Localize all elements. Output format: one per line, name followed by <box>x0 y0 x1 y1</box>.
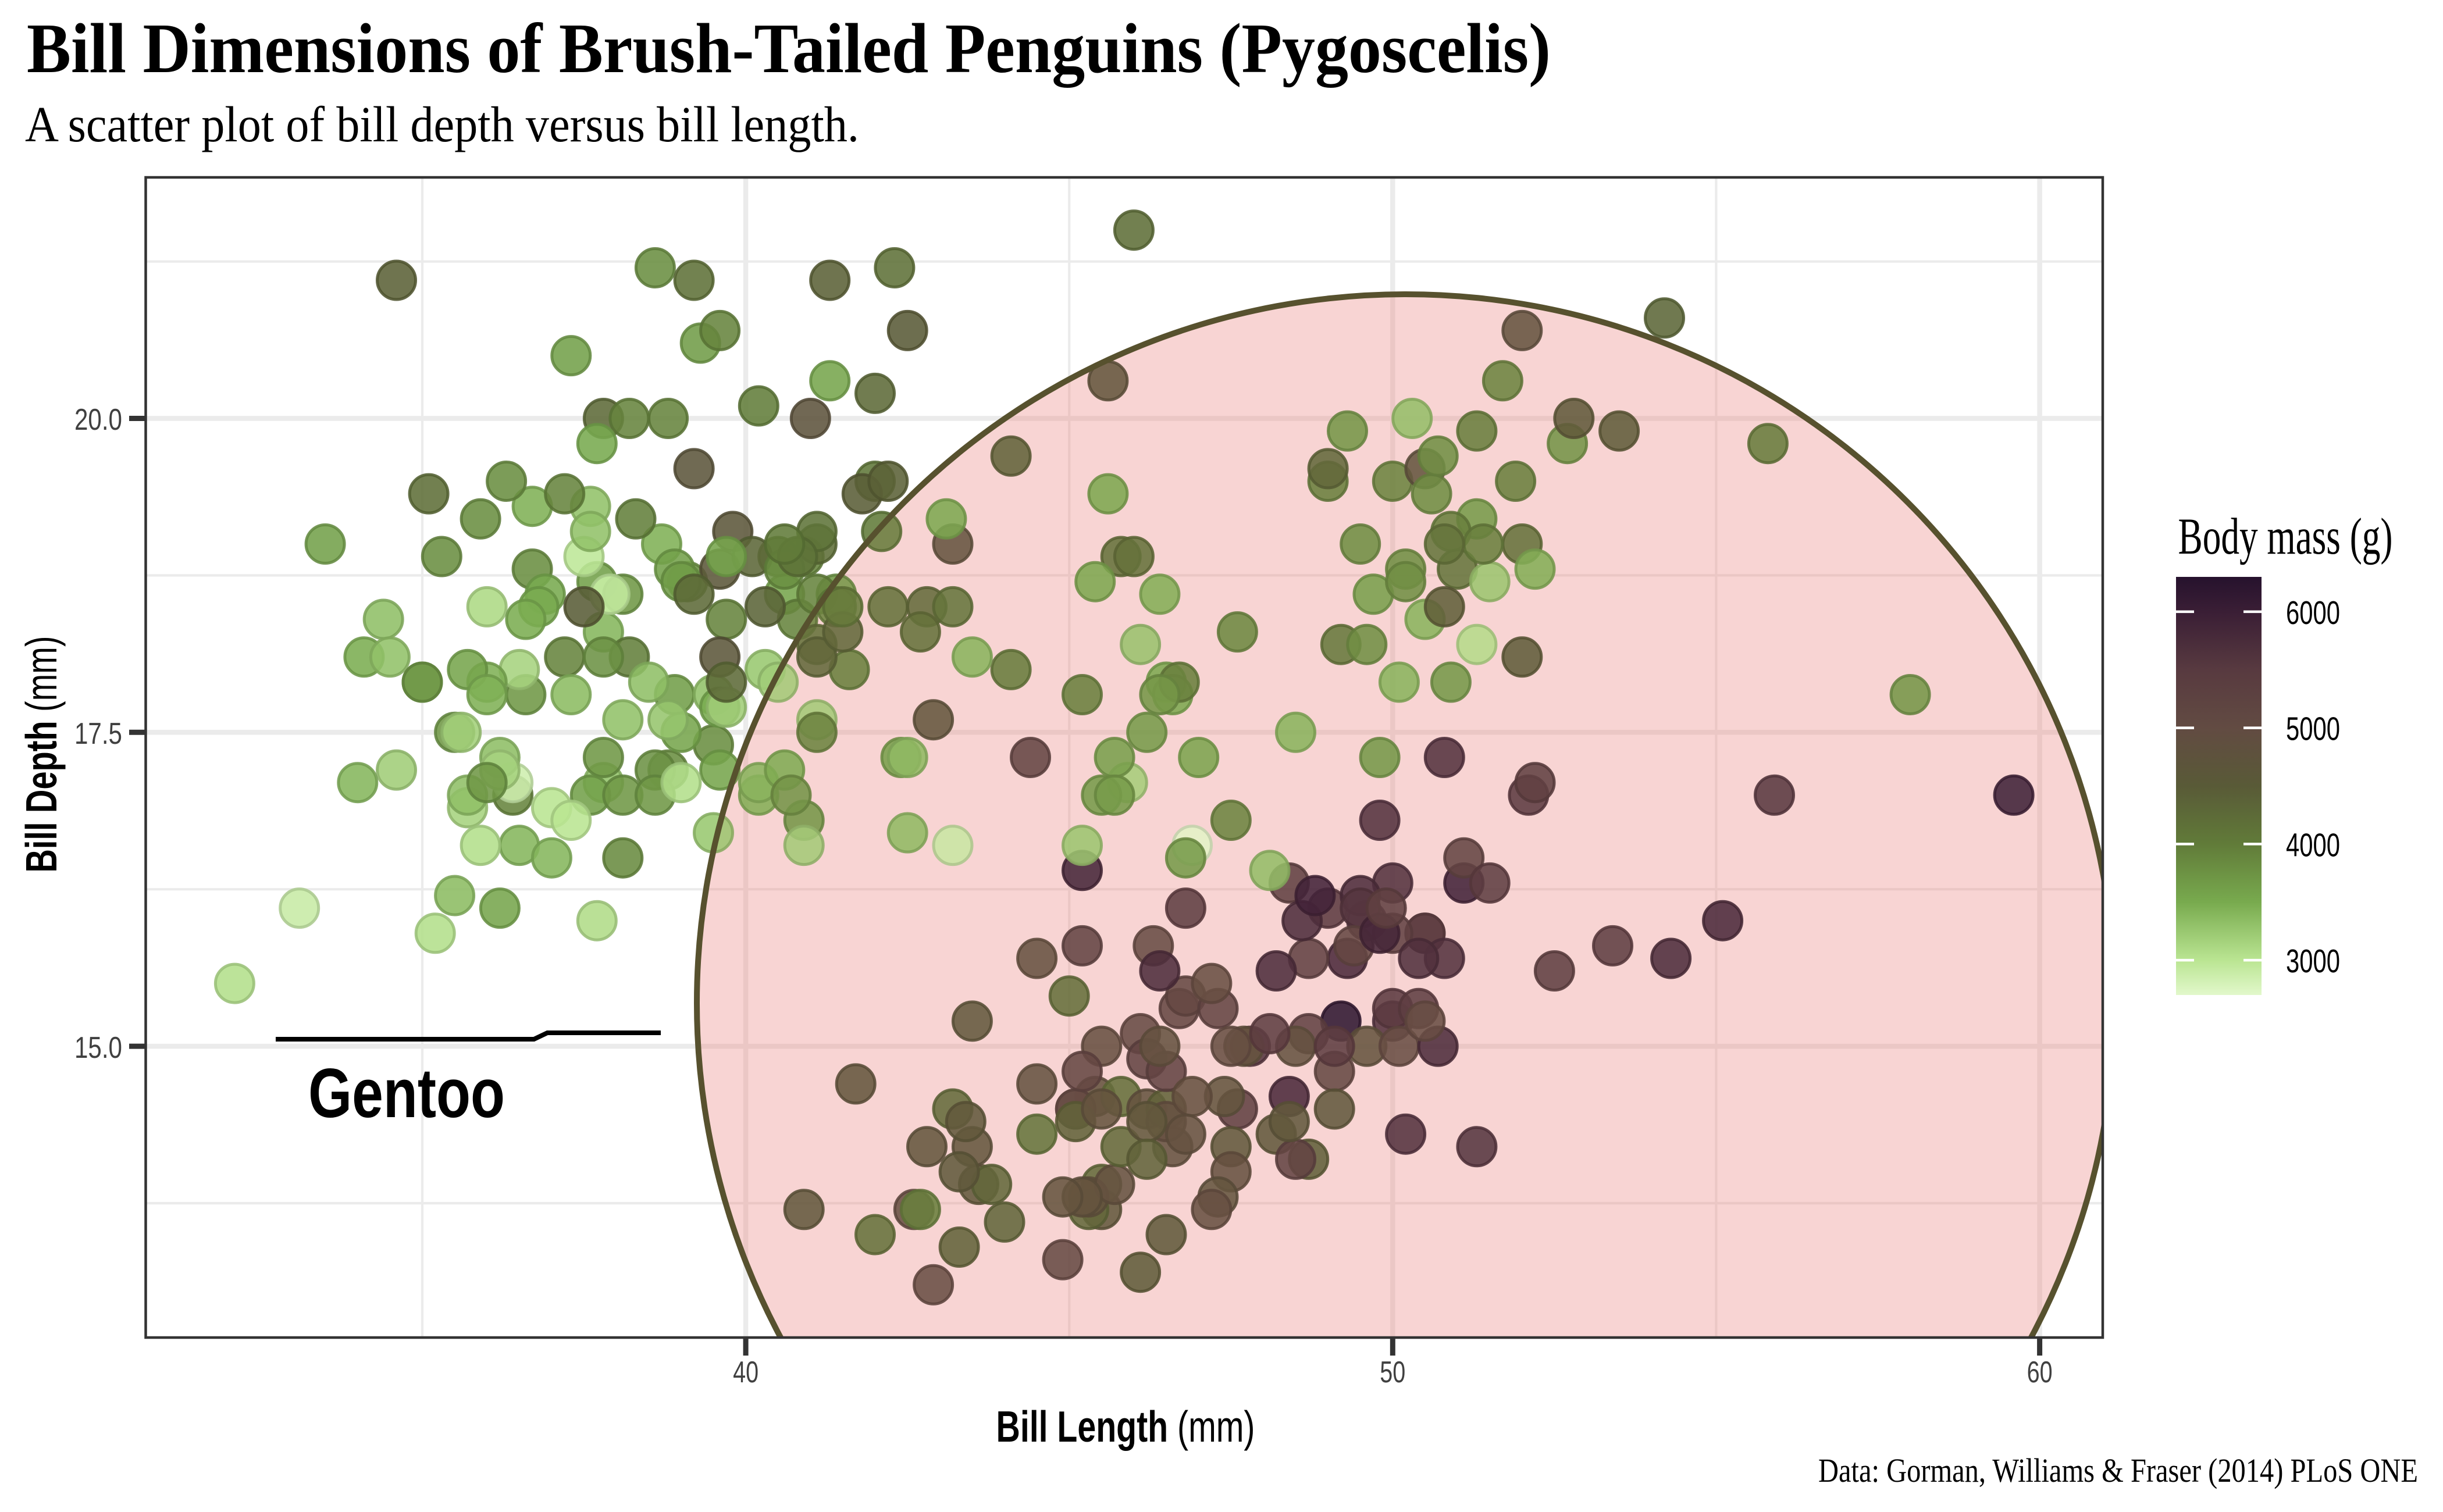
svg-text:40: 40 <box>733 1356 758 1389</box>
svg-text:Bill Length (mm): Bill Length (mm) <box>996 1402 1255 1451</box>
svg-text:3000: 3000 <box>2286 943 2340 980</box>
svg-text:5000: 5000 <box>2286 711 2340 748</box>
svg-text:60: 60 <box>2027 1356 2053 1389</box>
svg-text:Body mass (g): Body mass (g) <box>2178 508 2393 565</box>
svg-text:4000: 4000 <box>2286 826 2340 864</box>
svg-text:Gentoo: Gentoo <box>308 1054 505 1132</box>
svg-text:17.5: 17.5 <box>74 717 122 751</box>
svg-text:Bill Depth (mm): Bill Depth (mm) <box>17 636 66 873</box>
svg-text:50: 50 <box>1380 1356 1405 1389</box>
svg-text:15.0: 15.0 <box>74 1031 122 1065</box>
svg-text:A scatter plot of bill depth v: A scatter plot of bill depth versus bill… <box>25 96 859 152</box>
svg-text:6000: 6000 <box>2286 594 2340 632</box>
svg-text:Data: Gorman, Williams & Frase: Data: Gorman, Williams & Fraser (2014) P… <box>1818 1452 2418 1489</box>
svg-text:Bill Dimensions of Brush-Taile: Bill Dimensions of Brush-Tailed Penguins… <box>27 9 1551 88</box>
svg-text:20.0: 20.0 <box>74 403 122 437</box>
